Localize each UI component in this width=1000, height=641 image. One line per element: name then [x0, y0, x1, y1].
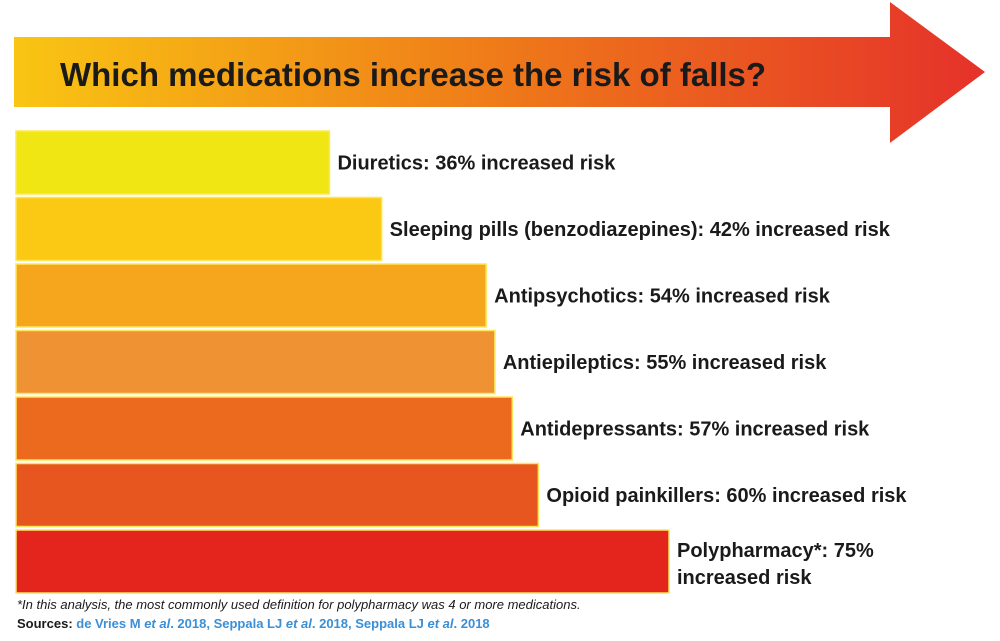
sources-colon: :: [68, 616, 77, 631]
sources-list: de Vries M et al. 2018, Seppala LJ et al…: [76, 616, 489, 631]
source-author: de Vries M: [76, 616, 145, 631]
source-year: . 2018: [453, 616, 490, 631]
bar-label-4: Antidepressants: 57% increased risk: [520, 419, 870, 441]
source-etal: et al: [285, 616, 312, 631]
bar-label-line: Diuretics: 36% increased risk: [337, 153, 616, 175]
source-separator: ,: [348, 616, 356, 631]
bar-5: [15, 462, 540, 528]
chart-title: Which medications increase the risk of f…: [60, 56, 766, 93]
bar-6: [15, 529, 670, 594]
source-author: Seppala LJ: [213, 616, 286, 631]
source-etal: et al: [427, 616, 454, 631]
bar-label-line: Polypharmacy*: 75%: [677, 540, 874, 562]
bar-label-line: Antipsychotics: 54% increased risk: [494, 286, 831, 308]
source-author: Seppala LJ: [355, 616, 428, 631]
bar-label-1: Sleeping pills (benzodiazepines): 42% in…: [390, 219, 891, 241]
source-year: . 2018: [311, 616, 349, 631]
bar-1: [15, 196, 383, 262]
sources-label: Sources: [17, 616, 69, 631]
sources: Sources: de Vries M et al. 2018, Seppala…: [17, 616, 490, 631]
bar-label-line: Antiepileptics: 55% increased risk: [503, 352, 827, 374]
source-citation: Seppala LJ et al. 2018: [355, 616, 489, 631]
footnote: *In this analysis, the most commonly use…: [17, 597, 581, 612]
bar-label-2: Antipsychotics: 54% increased risk: [494, 286, 831, 308]
source-etal: et al: [144, 616, 171, 631]
bars-group: Diuretics: 36% increased risk Sleeping pi…: [15, 130, 907, 594]
bar-0: [15, 130, 331, 195]
bar-label-5: Opioid painkillers: 60% increased risk: [546, 485, 907, 507]
bar-2: [15, 263, 487, 328]
source-citation: de Vries M et al. 2018: [76, 616, 206, 631]
bar-label-3: Antiepileptics: 55% increased risk: [503, 352, 827, 374]
bar-4: [15, 396, 514, 461]
source-citation: Seppala LJ et al. 2018: [214, 616, 348, 631]
bar-label-6: Polypharmacy*: 75% increased risk: [677, 540, 874, 589]
bar-label-line: Opioid painkillers: 60% increased risk: [546, 485, 907, 507]
source-year: . 2018: [170, 616, 207, 631]
title-arrow: [14, 2, 985, 143]
bar-label-0: Diuretics: 36% increased risk: [337, 153, 616, 175]
bar-label-line: Sleeping pills (benzodiazepines): 42% in…: [390, 219, 891, 241]
bar-3: [15, 329, 496, 395]
bar-label-line: Antidepressants: 57% increased risk: [520, 419, 870, 441]
source-separator: ,: [206, 616, 214, 631]
bar-label-line: increased risk: [677, 567, 812, 589]
